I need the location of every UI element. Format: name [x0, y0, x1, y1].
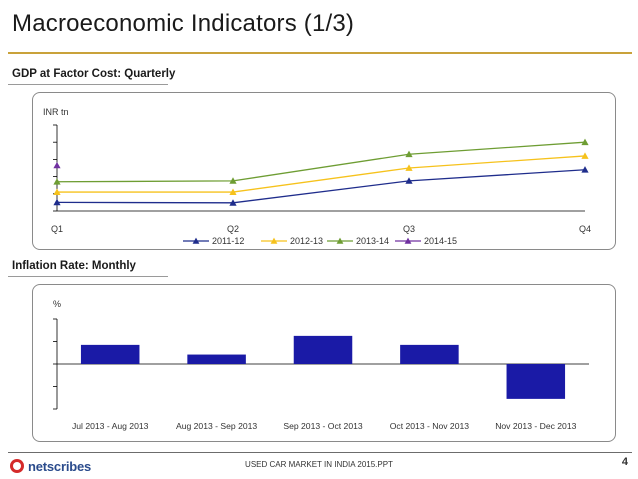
gdp-x-tick-label: Q3: [403, 224, 415, 234]
inflation-section-divider: [8, 276, 168, 277]
gdp-data-point: [405, 150, 413, 158]
inflation-x-tick-label: Aug 2013 - Sep 2013: [176, 421, 257, 431]
gdp-data-point: [229, 188, 237, 195]
gdp-legend-label: 2011-12: [212, 236, 244, 246]
gdp-x-tick-label: Q2: [227, 224, 239, 234]
inflation-bar: [80, 344, 140, 364]
gdp-data-point: [405, 164, 413, 171]
gdp-data-point: [581, 138, 589, 146]
inflation-bar: [187, 354, 246, 364]
inflation-x-tick-label: Jul 2013 - Aug 2013: [72, 421, 149, 431]
footer-divider: [8, 452, 632, 453]
gdp-series-line: [56, 141, 586, 183]
gdp-series-line: [57, 155, 586, 193]
gdp-section-label: GDP at Factor Cost: Quarterly: [12, 68, 176, 80]
gdp-data-point: [581, 152, 589, 159]
gdp-data-point: [405, 177, 413, 184]
inflation-bar: [506, 364, 566, 399]
gdp-data-point: [53, 161, 61, 169]
inflation-x-tick-label: Oct 2013 - Nov 2013: [390, 421, 470, 431]
gdp-data-point: [229, 199, 237, 206]
gdp-data-point: [53, 198, 61, 206]
page-title: Macroeconomic Indicators (1/3): [12, 10, 355, 37]
gdp-x-tick-label: Q1: [51, 224, 63, 234]
gdp-data-point: [581, 166, 589, 173]
gdp-data-point: [53, 178, 61, 185]
inflation-bar-chart: % Jul 2013 - Aug 2013 Aug 2013 - Sep 2013…: [53, 299, 589, 431]
inflation-x-tick-label: Sep 2013 - Oct 2013: [283, 421, 363, 431]
gdp-legend-label: 2013-14: [356, 236, 389, 246]
gdp-data-point: [53, 188, 61, 195]
gdp-legend-label: 2014-15: [424, 236, 457, 246]
inflation-bar: [293, 335, 353, 364]
gdp-chart-panel: INR tn Q1 Q2 Q3 Q4 2011-12 2012-13 2013-14 201…: [32, 92, 616, 250]
netscribes-logo: netscribes: [10, 457, 91, 475]
gdp-legend-marker: [336, 237, 344, 244]
footer-filename: USED CAR MARKET IN INDIA 2015.PPT: [245, 460, 393, 469]
inflation-x-tick-label: Nov 2013 - Dec 2013: [495, 421, 576, 431]
inflation-bar: [400, 344, 459, 364]
gdp-x-tick-label: Q4: [579, 224, 591, 234]
gdp-data-point: [229, 177, 237, 184]
gdp-y-axis-label: INR tn: [43, 107, 69, 117]
logo-icon: [10, 459, 24, 473]
gdp-legend-label: 2012-13: [290, 236, 323, 246]
gdp-legend-marker: [192, 237, 200, 244]
inflation-section-label: Inflation Rate: Monthly: [12, 260, 136, 272]
gdp-series-line: [56, 169, 586, 204]
gdp-line-chart: INR tn Q1 Q2 Q3 Q4 2011-12 2012-13 2013-14 201…: [43, 107, 591, 246]
inflation-y-axis-label: %: [53, 299, 61, 309]
inflation-chart-panel: % Jul 2013 - Aug 2013 Aug 2013 - Sep 2013…: [32, 284, 616, 442]
page-number: 4: [621, 456, 628, 468]
title-divider: [8, 52, 632, 54]
logo-text: netscribes: [28, 458, 92, 474]
gdp-legend-marker: [270, 237, 278, 244]
gdp-legend-marker: [404, 237, 412, 244]
gdp-section-divider: [8, 84, 168, 85]
